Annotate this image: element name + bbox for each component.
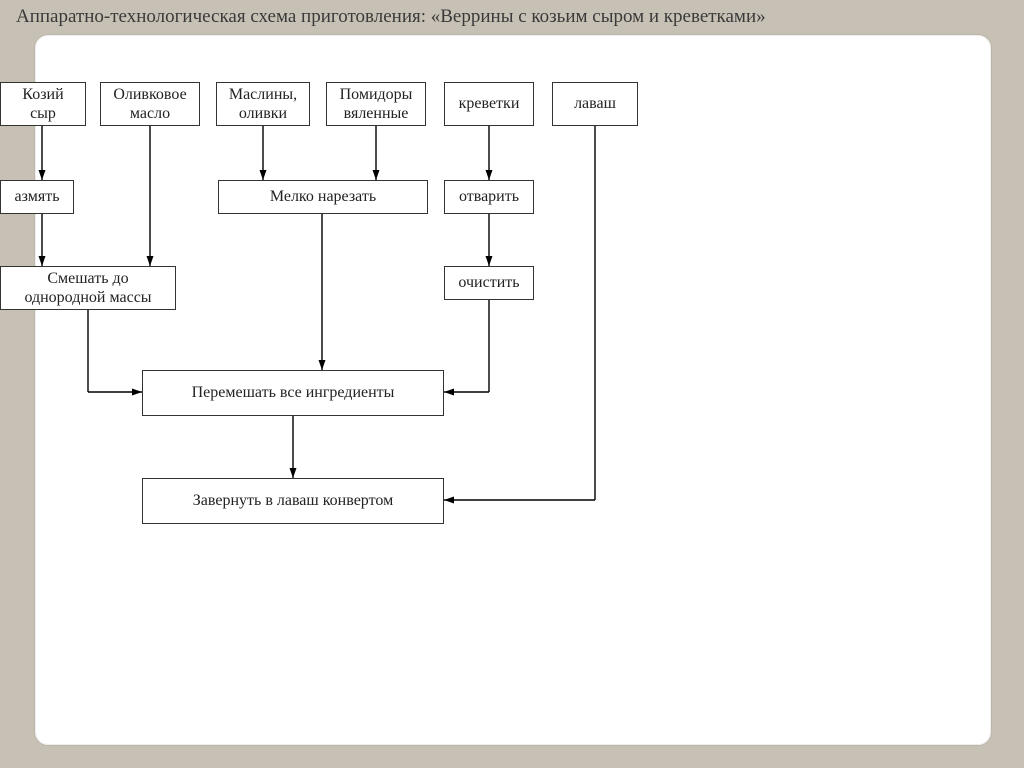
node-n2: Оливковое масло xyxy=(100,82,200,126)
node-p6: Перемешать все ингредиенты xyxy=(142,370,444,416)
node-p5: очистить xyxy=(444,266,534,300)
node-p4: Смешать до однородной массы xyxy=(0,266,176,310)
page-title: Аппаратно-технологическая схема приготов… xyxy=(16,6,766,28)
node-p1: азмять xyxy=(0,180,74,214)
node-n4: Помидоры вяленные xyxy=(326,82,426,126)
node-n3: Маслины, оливки xyxy=(216,82,310,126)
node-n6: лаваш xyxy=(552,82,638,126)
node-n5: креветки xyxy=(444,82,534,126)
node-p7: Завернуть в лаваш конвертом xyxy=(142,478,444,524)
node-n1: Козий сыр xyxy=(0,82,86,126)
node-p2: Мелко нарезать xyxy=(218,180,428,214)
node-p3: отварить xyxy=(444,180,534,214)
